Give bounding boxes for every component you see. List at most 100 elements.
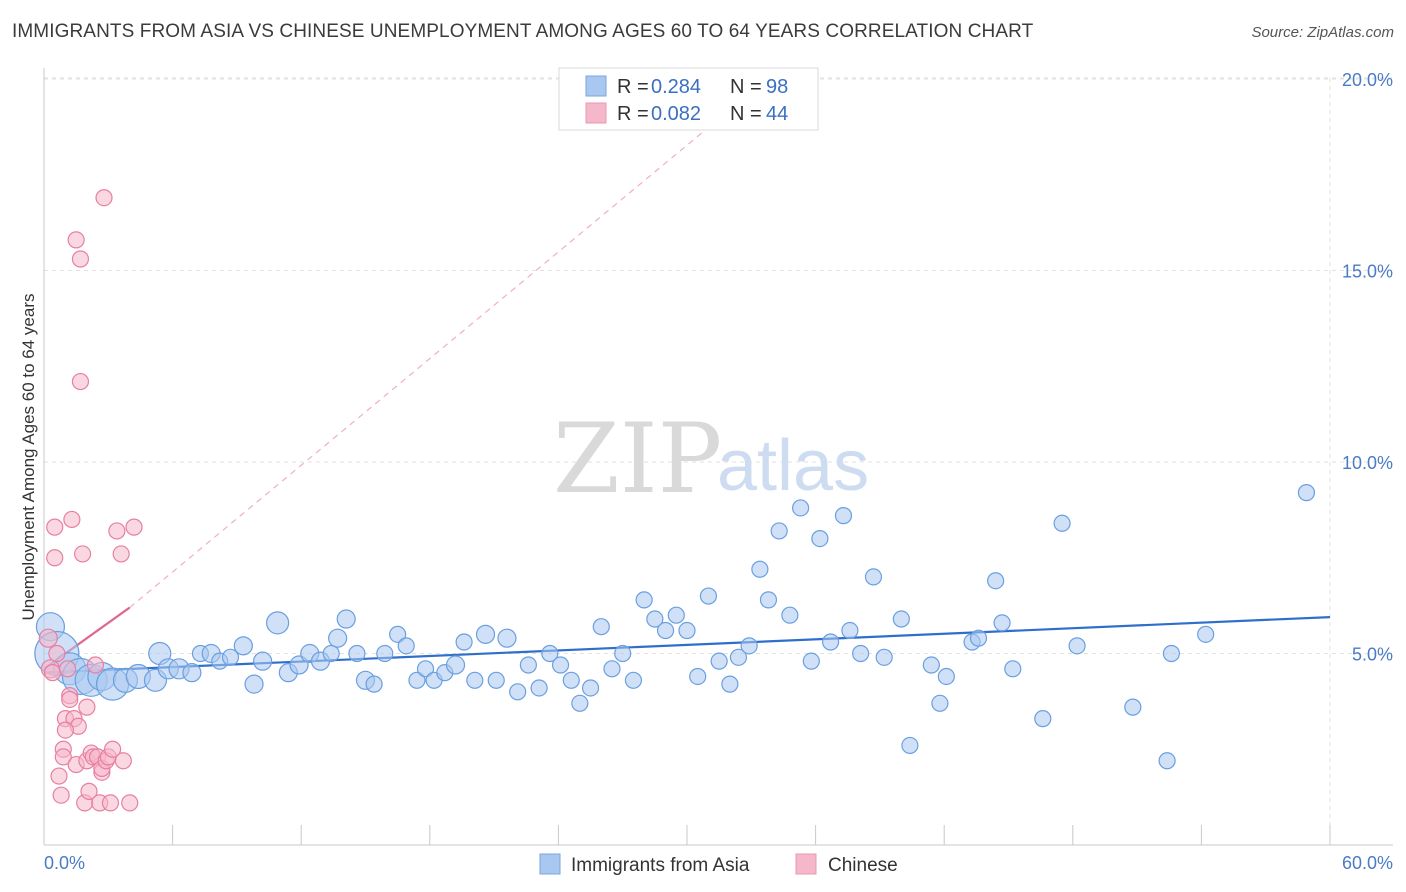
bottom-legend-label-asia: Immigrants from Asia — [571, 855, 750, 876]
data-point — [244, 674, 264, 694]
legend-n-value-asia: 98 — [766, 76, 788, 98]
data-point — [348, 644, 366, 663]
data-point — [592, 618, 610, 636]
data-points — [34, 189, 1316, 812]
data-point — [509, 683, 527, 701]
data-point — [50, 767, 68, 785]
watermark: ZIP atlas — [553, 403, 869, 515]
data-point — [71, 250, 90, 268]
data-point — [1158, 752, 1176, 770]
data-point — [699, 587, 718, 605]
data-point — [466, 671, 484, 689]
x-tick-labels: 0.0% 60.0% — [44, 853, 1393, 873]
data-point — [416, 660, 435, 678]
legend-swatch-chinese — [585, 102, 607, 124]
data-point — [901, 736, 919, 755]
y-tick-label: 15.0% — [1342, 262, 1393, 282]
data-point — [322, 644, 340, 663]
legend: R = 0.284 N = 98 R = 0.082 N = 44 — [558, 67, 819, 131]
data-point — [54, 748, 72, 766]
data-point — [530, 679, 548, 697]
data-point — [328, 628, 348, 648]
data-point — [624, 671, 643, 689]
data-point — [791, 499, 810, 517]
data-point — [1004, 660, 1022, 678]
bottom-legend-swatch-asia — [539, 853, 561, 875]
data-point — [56, 721, 75, 739]
data-point — [781, 606, 799, 624]
data-point — [61, 690, 79, 709]
data-point — [455, 633, 473, 651]
data-point — [86, 656, 105, 674]
data-point — [811, 529, 829, 548]
data-point — [864, 568, 883, 586]
data-point — [48, 644, 66, 663]
data-point — [73, 545, 92, 563]
data-point — [58, 660, 77, 678]
data-point — [376, 644, 394, 663]
data-point — [551, 656, 570, 674]
data-point — [475, 624, 496, 644]
data-point — [121, 794, 139, 812]
trend-extension-1 — [129, 109, 731, 609]
legend-r-value-chinese: 0.082 — [651, 103, 701, 125]
data-point — [937, 667, 955, 686]
data-point — [389, 625, 407, 643]
series-chinese — [38, 189, 143, 812]
bottom-legend-swatch-chinese — [795, 853, 817, 875]
data-point — [852, 644, 870, 663]
data-point — [987, 572, 1005, 590]
legend-n-label-asia: N = — [730, 76, 762, 98]
data-point — [52, 786, 70, 804]
data-point — [1297, 484, 1316, 502]
y-tick-label: 5.0% — [1352, 645, 1393, 665]
data-point — [519, 656, 537, 674]
data-point — [101, 794, 120, 812]
data-point — [80, 782, 98, 800]
data-point — [71, 372, 90, 391]
data-point — [221, 648, 240, 666]
data-point — [646, 610, 664, 628]
legend-n-value-chinese: 44 — [766, 103, 788, 125]
legend-n-label-chinese: N = — [730, 103, 762, 125]
data-point — [667, 606, 685, 624]
trend-lines — [43, 109, 1331, 674]
data-point — [721, 675, 739, 693]
data-point — [678, 621, 696, 640]
data-point — [397, 637, 415, 655]
data-point — [445, 655, 466, 675]
data-point — [266, 611, 290, 635]
data-point — [233, 636, 253, 656]
data-point — [729, 648, 748, 666]
data-point — [114, 752, 132, 770]
data-point — [689, 667, 707, 686]
data-point — [759, 591, 778, 609]
data-point — [770, 522, 788, 540]
data-point — [710, 652, 728, 670]
data-point — [38, 628, 58, 648]
data-point — [46, 549, 64, 567]
data-point — [497, 628, 517, 648]
data-point — [1034, 710, 1052, 728]
data-point — [802, 652, 820, 670]
watermark-zip: ZIP — [553, 403, 722, 515]
data-point — [751, 560, 769, 578]
data-point — [1068, 637, 1086, 655]
legend-r-label-asia: R = — [617, 76, 649, 98]
data-point — [875, 648, 893, 666]
data-point — [969, 629, 988, 647]
data-point — [67, 231, 85, 249]
data-point — [103, 740, 122, 758]
legend-swatch-asia — [585, 75, 607, 97]
data-point — [1162, 644, 1180, 663]
data-point — [603, 660, 621, 678]
data-point — [834, 507, 853, 525]
y-tick-labels: 5.0% 10.0% 15.0% 20.0% — [1342, 70, 1393, 665]
bottom-legend: Immigrants from Asia Chinese — [539, 853, 898, 876]
x-tick-label: 0.0% — [44, 853, 85, 873]
data-point — [336, 609, 356, 629]
x-tick-label: 60.0% — [1342, 853, 1393, 873]
data-point — [1053, 514, 1071, 532]
watermark-atlas: atlas — [717, 426, 869, 506]
